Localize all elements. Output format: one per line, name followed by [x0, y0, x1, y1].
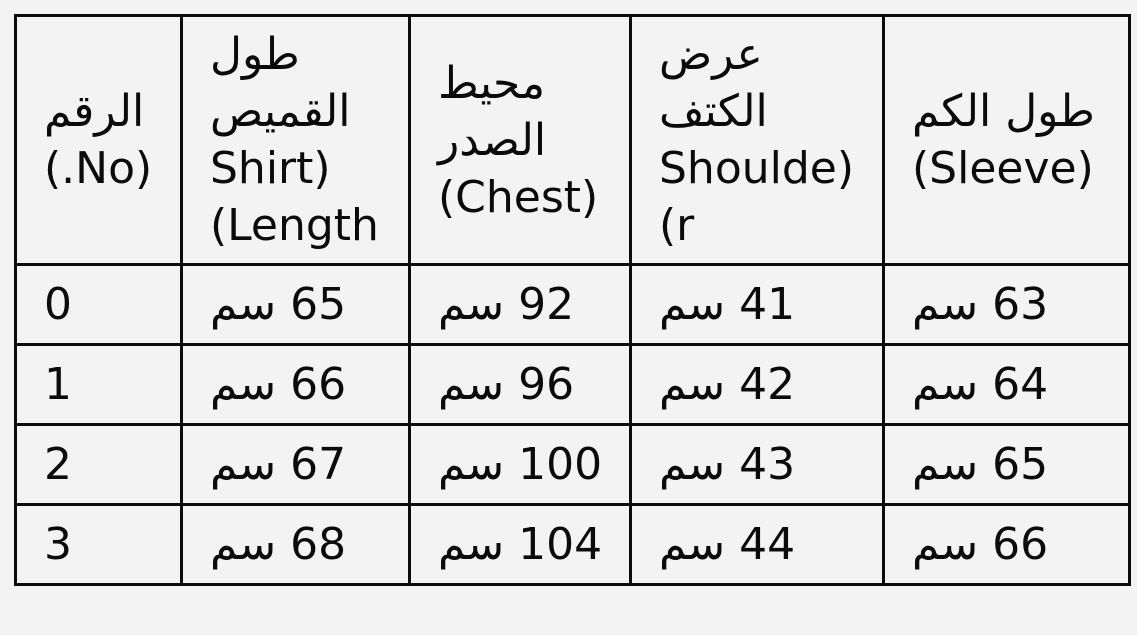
- header-line: (Chest): [438, 171, 599, 223]
- header-line: القميص: [210, 86, 351, 137]
- cell-number: 3: [14, 503, 183, 586]
- cell-shirt-length: 68 سم: [180, 503, 411, 586]
- header-line: الرقم: [44, 86, 145, 137]
- table-row: 0 65 سم 92 سم 41 سم 63 سم: [14, 263, 1131, 346]
- cell-chest: 96 سم: [408, 343, 632, 426]
- header-line: (Shirt: [210, 143, 331, 194]
- cell-sleeve: 63 سم: [882, 263, 1131, 346]
- column-header-sleeve: طول الكم (Sleeve): [882, 14, 1131, 266]
- size-chart-table: الرقم (No.) طول القميص (Shirt Length) مح…: [14, 14, 1131, 586]
- cell-shirt-length: 66 سم: [180, 343, 411, 426]
- cell-shoulder: 41 سم: [629, 263, 885, 346]
- table-row: 2 67 سم 100 سم 43 سم 65 سم: [14, 423, 1131, 506]
- cell-sleeve: 66 سم: [882, 503, 1131, 586]
- header-line: الصدر: [438, 114, 547, 166]
- cell-chest: 104 سم: [408, 503, 632, 586]
- header-line: عرض: [659, 29, 763, 80]
- column-header-chest: محيط الصدر (Chest): [408, 14, 632, 266]
- column-header-number: الرقم (No.): [14, 14, 183, 266]
- header-line: طول الكم: [912, 86, 1095, 137]
- header-line: Length): [210, 200, 379, 251]
- cell-chest: 92 سم: [408, 263, 632, 346]
- cell-chest: 100 سم: [408, 423, 632, 506]
- header-line: طول: [210, 29, 300, 80]
- column-header-shoulder: عرض الكتف (Shoulde r): [629, 14, 885, 266]
- header-line: الكتف: [659, 86, 768, 137]
- cell-number: 2: [14, 423, 183, 506]
- cell-shoulder: 44 سم: [629, 503, 885, 586]
- table-row: 3 68 سم 104 سم 44 سم 66 سم: [14, 503, 1131, 586]
- cell-shoulder: 42 سم: [629, 343, 885, 426]
- header-line: محيط: [438, 57, 546, 109]
- table-row: 1 66 سم 96 سم 42 سم 64 سم: [14, 343, 1131, 426]
- header-line: r): [659, 200, 695, 251]
- header-line: (No.): [44, 143, 153, 194]
- column-header-shirt-length: طول القميص (Shirt Length): [180, 14, 411, 266]
- cell-shirt-length: 65 سم: [180, 263, 411, 346]
- cell-shirt-length: 67 سم: [180, 423, 411, 506]
- header-line: (Sleeve): [912, 143, 1094, 194]
- cell-number: 1: [14, 343, 183, 426]
- cell-sleeve: 65 سم: [882, 423, 1131, 506]
- cell-number: 0: [14, 263, 183, 346]
- cell-shoulder: 43 سم: [629, 423, 885, 506]
- header-row: الرقم (No.) طول القميص (Shirt Length) مح…: [14, 14, 1131, 266]
- header-line: (Shoulde: [659, 143, 855, 194]
- cell-sleeve: 64 سم: [882, 343, 1131, 426]
